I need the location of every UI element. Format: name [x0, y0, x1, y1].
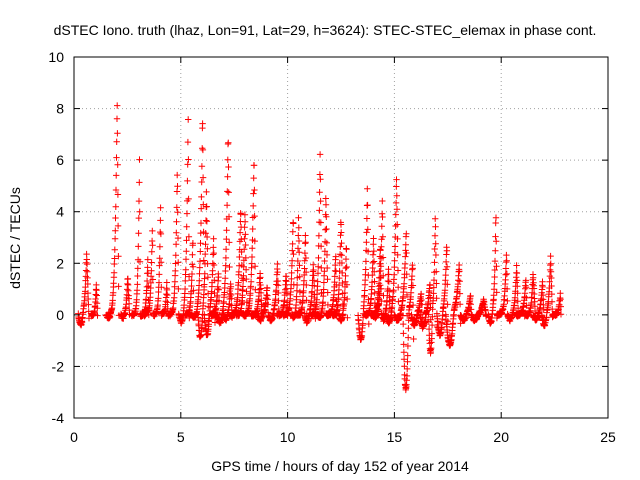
x-tick-label: 20	[493, 429, 509, 445]
y-tick-label: 8	[56, 101, 64, 117]
x-tick-label: 5	[177, 429, 185, 445]
x-tick-label: 0	[70, 429, 78, 445]
chart-title: dSTEC Iono. truth (lhaz, Lon=91, Lat=29,…	[54, 22, 597, 38]
y-tick-label: 6	[56, 152, 64, 168]
y-axis-label: dSTEC / TECUs	[7, 187, 23, 289]
x-axis-label: GPS time / hours of day 152 of year 2014	[211, 458, 469, 474]
x-tick-label: 25	[600, 429, 616, 445]
x-tick-label: 15	[387, 429, 403, 445]
x-tick-label: 10	[280, 429, 296, 445]
y-tick-label: -2	[52, 358, 65, 374]
axis-ticks: 0 5 10 15 20 25 -4 -2 0 2 4 6 8 10	[48, 49, 616, 445]
y-tick-label: 4	[56, 204, 64, 220]
plot-frame	[73, 56, 609, 419]
scatter-markers	[75, 102, 565, 394]
y-tick-label: 0	[56, 307, 64, 323]
y-tick-label: 10	[48, 49, 64, 65]
y-tick-label: 2	[56, 255, 64, 271]
data-points	[75, 102, 565, 394]
y-tick-label: -4	[52, 410, 65, 426]
